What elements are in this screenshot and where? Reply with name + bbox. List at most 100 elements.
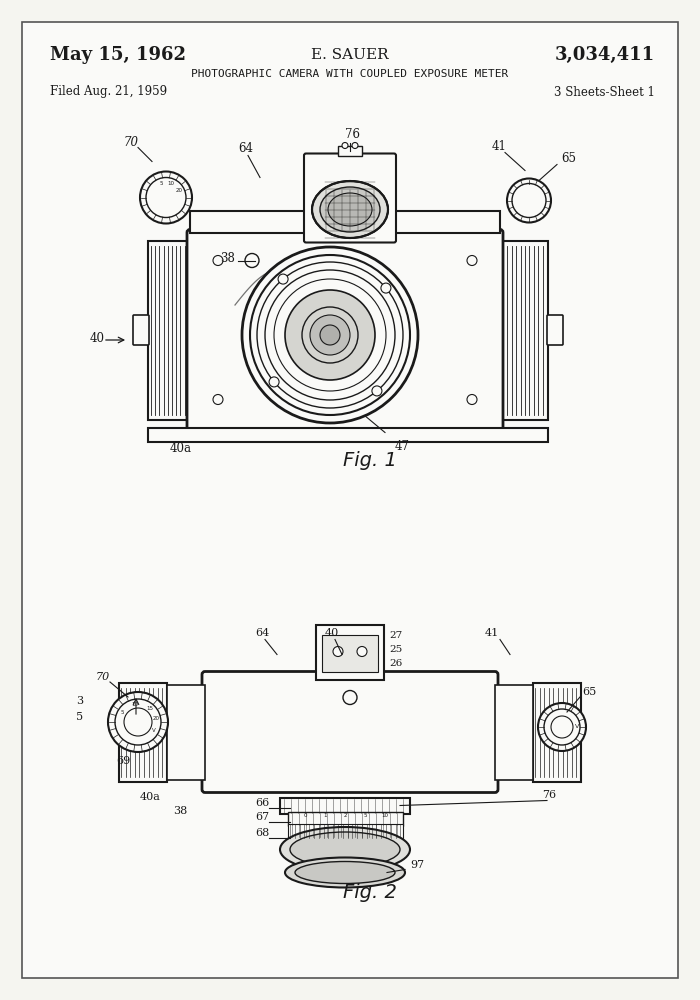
Circle shape	[250, 255, 410, 415]
Circle shape	[320, 325, 340, 345]
Bar	[524, 200, 534, 213]
Text: 3,034,411: 3,034,411	[555, 46, 655, 64]
Circle shape	[124, 708, 152, 736]
FancyBboxPatch shape	[202, 672, 498, 792]
Text: PHOTOGRAPHIC CAMERA WITH COUPLED EXPOSURE METER: PHOTOGRAPHIC CAMERA WITH COUPLED EXPOSUR…	[191, 69, 509, 79]
Circle shape	[467, 394, 477, 404]
Text: 20: 20	[176, 188, 183, 192]
Bar	[521, 194, 537, 202]
Text: Filed Aug. 21, 1959: Filed Aug. 21, 1959	[50, 86, 167, 99]
Circle shape	[140, 172, 192, 224]
Circle shape	[285, 290, 375, 380]
Bar	[495, 684, 533, 780]
Ellipse shape	[328, 193, 372, 226]
Text: 40: 40	[325, 629, 340, 639]
Circle shape	[274, 279, 386, 391]
Circle shape	[115, 699, 161, 745]
Bar	[288, 824, 402, 838]
Circle shape	[538, 703, 586, 751]
Text: 3: 3	[76, 696, 83, 706]
Text: 20: 20	[152, 716, 159, 721]
Bar	[316, 624, 384, 680]
Text: 5: 5	[363, 813, 367, 818]
Text: 67: 67	[255, 812, 269, 822]
Circle shape	[467, 255, 477, 265]
Text: 47: 47	[395, 440, 410, 452]
Text: 3 Sheets-Sheet 1: 3 Sheets-Sheet 1	[554, 86, 655, 99]
Text: 40a: 40a	[170, 442, 192, 456]
Ellipse shape	[312, 181, 388, 238]
Text: 5: 5	[120, 710, 124, 716]
Text: 76: 76	[346, 127, 360, 140]
Bar	[160, 196, 172, 213]
Circle shape	[333, 647, 343, 656]
Text: 70: 70	[124, 135, 139, 148]
Text: 97: 97	[410, 859, 424, 869]
Circle shape	[265, 270, 395, 400]
Text: 5: 5	[76, 712, 83, 722]
Circle shape	[257, 262, 403, 408]
Text: 27: 27	[389, 631, 402, 640]
Text: 5: 5	[159, 181, 162, 186]
Text: 68: 68	[255, 828, 270, 838]
Bar	[148, 428, 548, 442]
Circle shape	[372, 386, 382, 396]
Text: 40a: 40a	[140, 792, 161, 802]
Text: 64: 64	[255, 629, 270, 639]
Circle shape	[242, 247, 418, 423]
Text: 70: 70	[96, 672, 111, 682]
Ellipse shape	[295, 861, 395, 884]
Circle shape	[357, 647, 367, 656]
Bar	[190, 211, 500, 232]
Text: 10: 10	[132, 702, 139, 707]
Text: V: V	[575, 724, 579, 730]
Text: 64: 64	[238, 142, 253, 155]
Circle shape	[213, 255, 223, 265]
Circle shape	[352, 142, 358, 148]
Text: V: V	[152, 728, 155, 734]
Circle shape	[245, 253, 259, 267]
FancyBboxPatch shape	[304, 153, 396, 242]
Bar	[119, 682, 167, 782]
Bar	[157, 190, 175, 198]
Text: E. SAUER: E. SAUER	[312, 48, 388, 62]
Bar	[288, 812, 402, 826]
Circle shape	[146, 178, 186, 218]
Ellipse shape	[285, 857, 405, 888]
Text: 1: 1	[323, 813, 327, 818]
Bar	[533, 682, 581, 782]
Text: 38: 38	[173, 806, 188, 816]
Bar	[148, 240, 190, 420]
Circle shape	[551, 716, 573, 738]
Text: 65: 65	[561, 152, 576, 165]
Bar	[338, 145, 362, 155]
Text: 15: 15	[146, 706, 153, 711]
Text: 10: 10	[167, 181, 174, 186]
Text: 69: 69	[116, 756, 130, 766]
Circle shape	[310, 315, 350, 355]
Text: 76: 76	[542, 790, 556, 800]
FancyBboxPatch shape	[187, 230, 503, 430]
Text: 0: 0	[303, 813, 307, 818]
Text: 40: 40	[90, 332, 105, 345]
Text: Fig. 1: Fig. 1	[343, 450, 397, 470]
Bar	[322, 635, 378, 672]
Text: 41: 41	[485, 629, 499, 639]
Ellipse shape	[290, 832, 400, 867]
Text: Fig. 2: Fig. 2	[343, 882, 397, 902]
Text: 38: 38	[220, 252, 235, 265]
Circle shape	[342, 142, 348, 148]
Text: 65: 65	[582, 687, 596, 697]
Bar	[280, 798, 410, 814]
Circle shape	[302, 307, 358, 363]
Circle shape	[269, 377, 279, 387]
Text: 66: 66	[255, 798, 270, 808]
Text: 2: 2	[343, 813, 346, 818]
FancyBboxPatch shape	[133, 315, 149, 345]
Text: 25: 25	[389, 645, 402, 654]
Text: 10: 10	[382, 813, 388, 818]
Circle shape	[316, 321, 344, 349]
Ellipse shape	[280, 827, 410, 872]
Text: 41: 41	[492, 140, 507, 153]
Circle shape	[544, 709, 580, 745]
